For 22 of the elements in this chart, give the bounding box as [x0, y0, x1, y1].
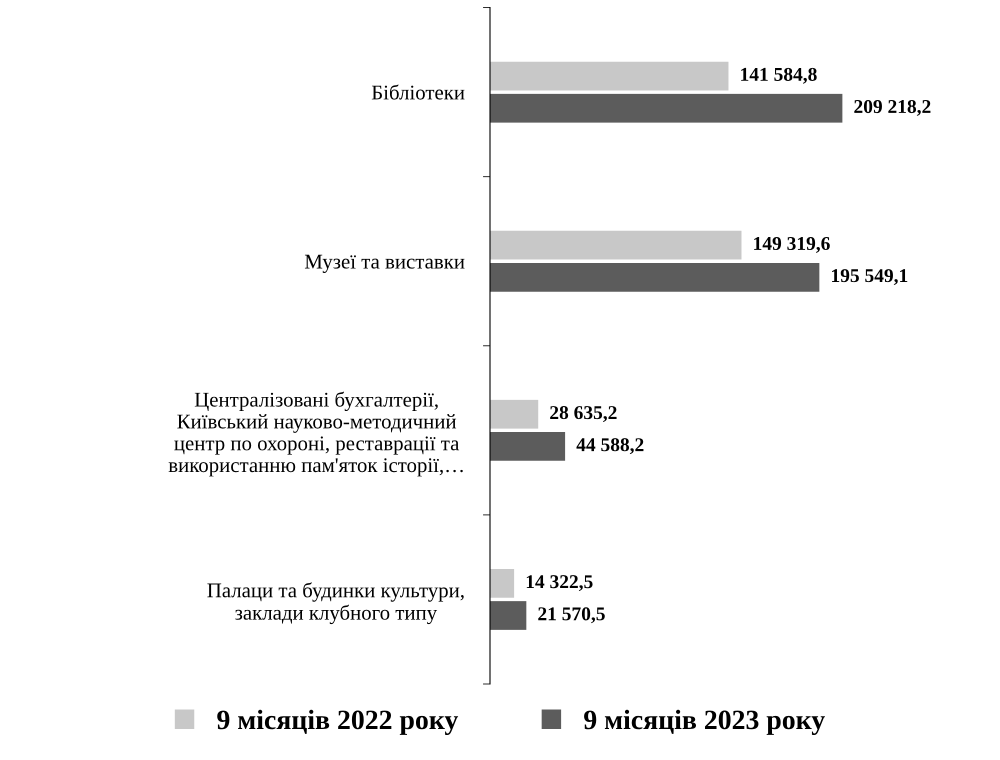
- y-tick-label: Бібліотеки: [372, 84, 465, 100]
- bar: [490, 432, 566, 461]
- bar: [490, 601, 526, 630]
- bar: [490, 62, 728, 90]
- data-label: 195 549,1: [832, 269, 908, 285]
- bar: [490, 262, 820, 292]
- legend-label: 9 місяців 2022 року: [217, 710, 458, 735]
- bar: [490, 94, 842, 123]
- data-label: 209 218,2: [854, 100, 930, 116]
- data-label: 21 570,5: [538, 607, 605, 624]
- bar: [490, 569, 514, 598]
- data-label: 44 588,2: [576, 438, 644, 454]
- data-label: 141 584,8: [741, 68, 817, 84]
- bar: [490, 230, 742, 260]
- data-label: 14 322,5: [526, 575, 593, 592]
- legend-label: 9 місяців 2023 року: [584, 710, 825, 735]
- y-tick-label: Палаци та будинки культури, заклади клубного типу: [207, 582, 464, 624]
- y-tick-label: Централізовані бухгалтерії, Київський науково-методичний центр по охороні, реставрації та використанню пам'яток історії,…: [168, 392, 463, 476]
- y-tick-label: Музеї та виставки: [304, 254, 465, 273]
- bar: [490, 400, 538, 429]
- data-label: 28 635,2: [550, 406, 617, 422]
- data-label: 149 319,6: [754, 236, 830, 253]
